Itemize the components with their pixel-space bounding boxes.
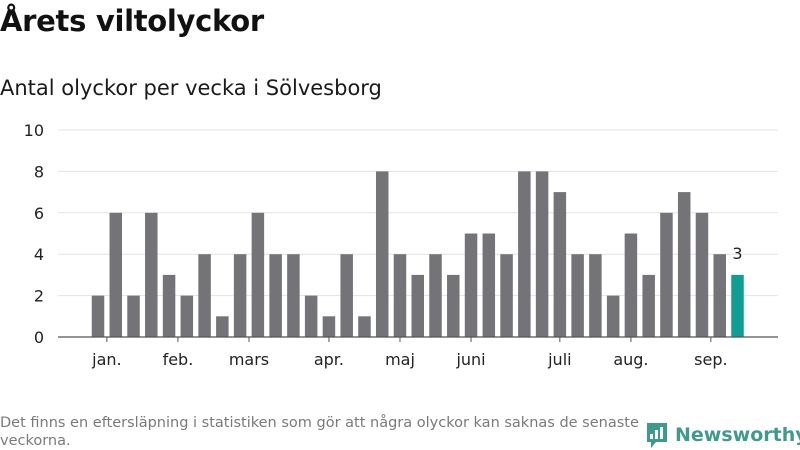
bar [447,274,460,337]
x-tick-label: juli [547,350,571,369]
bar-chart-speech-bubble-icon [647,423,667,448]
bar [145,212,158,337]
bar [589,254,602,337]
bar [482,233,496,337]
x-tick-label: aug. [613,350,648,369]
brand-logo: Newsworthy [645,421,800,449]
bar [500,254,513,337]
y-tick-label: 10 [24,121,44,140]
x-tick-label: sep. [694,350,727,369]
brand-name: Newsworthy [675,424,800,446]
bar [127,295,140,337]
bar [109,212,123,337]
bar [216,316,229,337]
bar [624,233,638,337]
bar [518,171,531,337]
bar [358,316,371,337]
bar [340,254,353,337]
chart-title: Årets viltolyckor [0,4,264,38]
y-tick-label: 8 [34,162,44,181]
bar [464,233,478,337]
chart-subtitle: Antal olyckor per vecka i Sölvesborg [0,76,382,100]
bar [180,295,194,337]
bar [429,254,442,337]
bar-chart: 0 2 4 6 8 10 jan. feb. mars apr. maj juni juli aug. se… [24,121,778,369]
bar [91,295,105,337]
x-tick-label: juni [455,350,485,369]
bar [322,316,336,337]
highlight-data-label: 3 [732,244,742,263]
x-tick-label: maj [385,350,415,369]
bar [553,192,567,337]
x-tick-label: mars [229,350,269,369]
y-tick-label: 4 [34,245,44,264]
bar [677,192,691,337]
footnote: Det finns en eftersläpning i statistiken… [0,415,639,449]
bar [393,254,407,337]
bar [233,254,247,337]
bar [713,254,726,337]
x-tick-label: apr. [314,350,344,369]
bar [269,254,282,337]
bar [251,212,265,337]
bar [606,295,620,337]
bar [287,254,300,337]
bar [198,254,211,337]
bar [535,171,549,337]
x-tick-label: jan. [91,350,121,369]
bar [411,274,424,337]
bar [571,254,584,337]
bar [162,274,176,337]
y-tick-label: 2 [34,287,44,306]
y-tick-label: 6 [34,204,44,223]
bar [695,212,709,337]
bar [660,212,673,337]
highlight-bar [731,274,744,337]
y-tick-label: 0 [34,328,44,347]
bar [375,171,389,337]
x-tick-label: feb. [163,350,194,369]
bar [642,274,655,337]
bar [304,295,318,337]
